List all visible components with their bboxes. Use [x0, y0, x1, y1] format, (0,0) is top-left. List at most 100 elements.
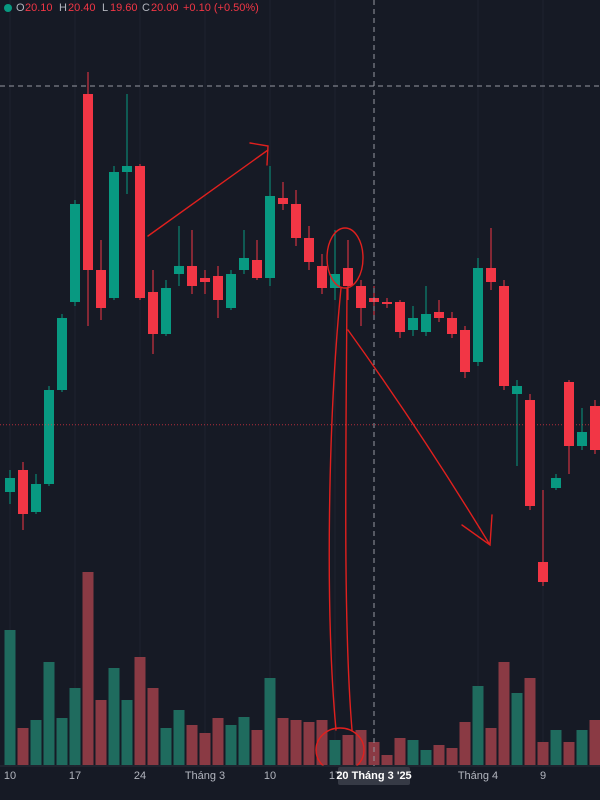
volume-bar	[30, 720, 42, 765]
x-tick-label: 9	[540, 770, 546, 782]
high-value: 20.40	[68, 2, 96, 14]
high-label: H	[59, 2, 67, 14]
volume-bar	[381, 755, 393, 765]
volume-bar	[212, 718, 224, 765]
candle-body	[200, 278, 210, 282]
volume-bar	[134, 657, 146, 765]
candle-body	[343, 268, 353, 286]
x-tick-label: 17	[69, 770, 81, 782]
candle-body	[83, 94, 93, 270]
legend-header: O 20.10 H 20.40 L 19.60 C 20.00 +0.10 (+…	[4, 2, 259, 14]
low-label: L	[102, 2, 108, 14]
candle-body	[486, 268, 496, 282]
x-tick-label: 10	[4, 770, 16, 782]
low-value: 19.60	[110, 2, 138, 14]
drawn-line	[328, 287, 353, 731]
candle-body	[213, 276, 223, 300]
volume-bar	[576, 730, 588, 765]
candle-body	[278, 198, 288, 204]
candle-body	[564, 382, 574, 446]
candle-body	[395, 302, 405, 332]
candle-body	[174, 266, 184, 274]
volume-bar	[433, 745, 445, 765]
volume-bar	[173, 710, 185, 765]
volume-bar	[82, 572, 94, 765]
volume-bar	[407, 740, 419, 765]
volume-bar	[199, 733, 211, 765]
candle-body	[226, 274, 236, 308]
volume-bar	[316, 720, 328, 765]
candle-body	[382, 302, 392, 304]
volume-bar	[303, 722, 315, 765]
candle-body	[109, 172, 119, 298]
candle-body	[356, 286, 366, 308]
candle-body	[31, 484, 41, 512]
candle-body	[135, 166, 145, 298]
volume-bar	[95, 700, 107, 765]
candle-body	[161, 288, 171, 334]
volume-bar	[264, 678, 276, 765]
candle-body	[70, 204, 80, 302]
volume-bar	[277, 718, 289, 765]
volume-bar	[485, 728, 497, 765]
volume-bar	[251, 730, 263, 765]
candle-body	[447, 318, 457, 334]
volume-bar	[160, 728, 172, 765]
candle-body	[304, 238, 314, 262]
x-tick-label: 10	[264, 770, 276, 782]
candle-body	[577, 432, 587, 446]
volume-bar	[368, 742, 380, 765]
candle-body	[538, 562, 548, 582]
volume-bar	[121, 700, 133, 765]
candle-body	[239, 258, 249, 270]
candle-body	[44, 390, 54, 484]
volume-bar	[498, 662, 510, 765]
volume-bar	[511, 693, 523, 765]
candle-body	[434, 312, 444, 318]
open-label: O	[16, 2, 25, 14]
candle-body	[122, 166, 132, 172]
candle-body	[421, 314, 431, 332]
volume-bar	[186, 725, 198, 765]
volume-bar	[108, 668, 120, 765]
candle-body	[265, 196, 275, 278]
change-value: +0.10 (+0.50%)	[183, 2, 259, 14]
crosshair-label: 20 Tháng 3 '25	[336, 770, 411, 782]
drawn-circle	[326, 227, 364, 289]
x-tick-label: 24	[134, 770, 146, 782]
volume-bar	[394, 738, 406, 765]
candle-body	[187, 266, 197, 286]
volume-bar	[147, 688, 159, 765]
drawn-arrow	[147, 142, 269, 237]
candle-body	[590, 406, 600, 450]
volume-bar	[537, 742, 549, 765]
candle-body	[5, 478, 15, 492]
volume-bar	[563, 742, 575, 765]
volume-bar	[524, 678, 536, 765]
crosshair-label-box	[338, 767, 410, 785]
volume-bar	[17, 728, 29, 765]
candle-body	[18, 470, 28, 514]
candle-body	[148, 292, 158, 334]
candle-body	[525, 400, 535, 506]
candle-body	[317, 266, 327, 288]
volume-bar	[459, 722, 471, 765]
candle-body	[473, 268, 483, 362]
candle-body	[460, 330, 470, 372]
volume-bar	[446, 748, 458, 765]
volume-bar	[355, 730, 367, 765]
volume-bar	[4, 630, 16, 765]
volume-bar	[329, 740, 341, 765]
x-tick-label: Tháng 3	[185, 770, 225, 782]
volume-bar	[420, 750, 432, 765]
candle-body	[252, 260, 262, 278]
volume-bar	[342, 735, 354, 765]
candle-body	[499, 286, 509, 386]
candle-body	[512, 386, 522, 394]
status-dot	[4, 4, 12, 12]
candle-body	[96, 270, 106, 308]
candle-body	[57, 318, 67, 390]
x-axis-strip	[0, 766, 600, 800]
volume-bar	[69, 688, 81, 765]
